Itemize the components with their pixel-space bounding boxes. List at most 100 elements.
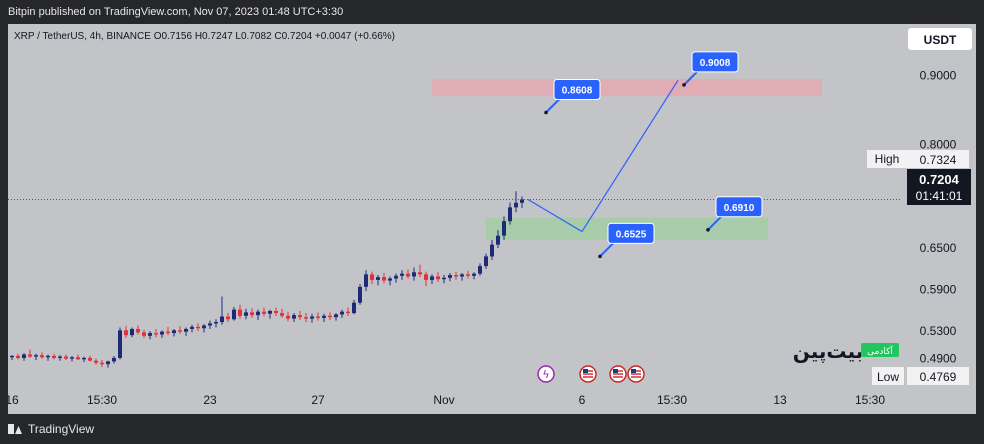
candle-body [64, 356, 68, 359]
price-label-text: 0.8608 [562, 86, 593, 97]
high-value: 0.7324 [920, 153, 957, 167]
candle-body [82, 357, 86, 360]
price-label-text: 0.9008 [700, 58, 731, 69]
candle-body [280, 313, 284, 316]
price-label-text: 0.6525 [616, 229, 647, 240]
candle-body [412, 272, 416, 277]
high-value-bg [907, 150, 969, 168]
candlestick-chart[interactable]: 0.8608 0.9008 0.6910 0.6525 ϟ XRP / TetherU… [8, 24, 976, 414]
candle-body [262, 311, 266, 314]
candle-body [58, 356, 62, 358]
candle-body [220, 316, 224, 323]
candle-body [52, 355, 56, 358]
event-markers-layer: ϟ [537, 365, 645, 383]
candle-body [256, 311, 260, 316]
chart-panel[interactable]: 0.8608 0.9008 0.6910 0.6525 ϟ XRP / TetherU… [8, 24, 976, 414]
candle-body [316, 316, 320, 318]
last-price-value: 0.7204 [919, 172, 960, 187]
candle-body [286, 315, 290, 319]
currency-button[interactable] [908, 28, 972, 50]
candle-body [40, 355, 44, 358]
candle-body [94, 360, 98, 363]
price-label-box [553, 79, 601, 101]
flag-canton [631, 369, 636, 373]
candle-body [334, 314, 338, 318]
candle-body [166, 331, 170, 334]
time-tick-label: 15:30 [87, 393, 117, 407]
candle-body [466, 274, 470, 276]
candle-body [442, 277, 446, 280]
price-label-anchor [598, 254, 602, 259]
candle-body [274, 310, 278, 314]
price-tick-label: 0.4900 [920, 352, 957, 366]
price-label-box [607, 222, 655, 244]
us-flag-event-icon[interactable] [627, 365, 645, 383]
publisher-line: Bitpin published on TradingView.com, Nov… [8, 6, 344, 18]
candle-body [322, 315, 326, 318]
candle-body [76, 357, 80, 360]
candle-body [154, 333, 158, 335]
candle-body [70, 357, 74, 359]
candle-body [454, 275, 458, 277]
candle-body [436, 276, 440, 280]
event-circle [537, 365, 555, 383]
candle-body [244, 312, 248, 316]
candle-body [130, 328, 134, 336]
candle-body [142, 332, 146, 336]
us-flag-event-icon[interactable] [609, 365, 627, 383]
candle-body [268, 310, 272, 314]
candle-body [34, 355, 38, 357]
high-tag-bg [867, 150, 907, 168]
footer-bar: TradingView [0, 414, 984, 444]
flag-canton [583, 369, 588, 373]
candle-body [376, 277, 380, 280]
price-label[interactable]: 0.6910 [706, 196, 763, 232]
candle-body [406, 273, 410, 277]
candle-body [226, 316, 230, 320]
currency-label: USDT [924, 33, 957, 47]
candle-body [196, 326, 200, 329]
event-glyph: ϟ [542, 368, 549, 381]
candle-body [172, 330, 176, 334]
price-label-pointer [707, 215, 723, 231]
candle-body [388, 278, 392, 281]
candle-body [208, 323, 212, 326]
last-price-tag [907, 169, 971, 205]
projection-path [527, 79, 679, 233]
candle-body [10, 355, 14, 358]
price-label-anchor [544, 110, 548, 115]
price-label[interactable]: 0.8608 [544, 79, 601, 115]
candle-body [370, 274, 374, 280]
candle-body [118, 330, 122, 358]
candle-body [184, 328, 188, 332]
bar-countdown: 01:41:01 [916, 189, 963, 203]
candle-body [448, 275, 452, 278]
candle-body [28, 354, 32, 357]
candle-body [352, 302, 356, 314]
symbol-info: XRP / TetherUS, 4h, BINANCE O0.7156 H0.7… [14, 31, 395, 42]
candle-body [136, 328, 140, 333]
candle-body [418, 272, 422, 275]
price-label-text: 0.6910 [724, 203, 755, 214]
candle-body [490, 244, 494, 257]
candle-body [502, 221, 506, 236]
price-label-pointer [599, 241, 615, 258]
time-tick-label: 13 [773, 393, 787, 407]
candle-body [232, 309, 236, 320]
candle-body [106, 361, 110, 365]
time-tick-label: 15:30 [657, 393, 687, 407]
tradingview-logo[interactable]: TradingView [8, 414, 94, 444]
zones-layer [432, 78, 822, 240]
price-label-pointer [545, 97, 561, 114]
candle-body [124, 330, 128, 336]
price-label-box [715, 196, 763, 218]
dividend-event-icon[interactable]: ϟ [537, 365, 555, 383]
watermark-badge-bg [861, 343, 899, 357]
us-flag-event-icon[interactable] [579, 365, 597, 383]
zone-resistance[interactable] [432, 78, 822, 97]
candle-body [310, 316, 314, 319]
price-label[interactable]: 0.9008 [682, 51, 739, 87]
candle-body [478, 266, 482, 274]
flag-canton [613, 369, 618, 373]
price-label[interactable]: 0.6525 [598, 222, 655, 259]
